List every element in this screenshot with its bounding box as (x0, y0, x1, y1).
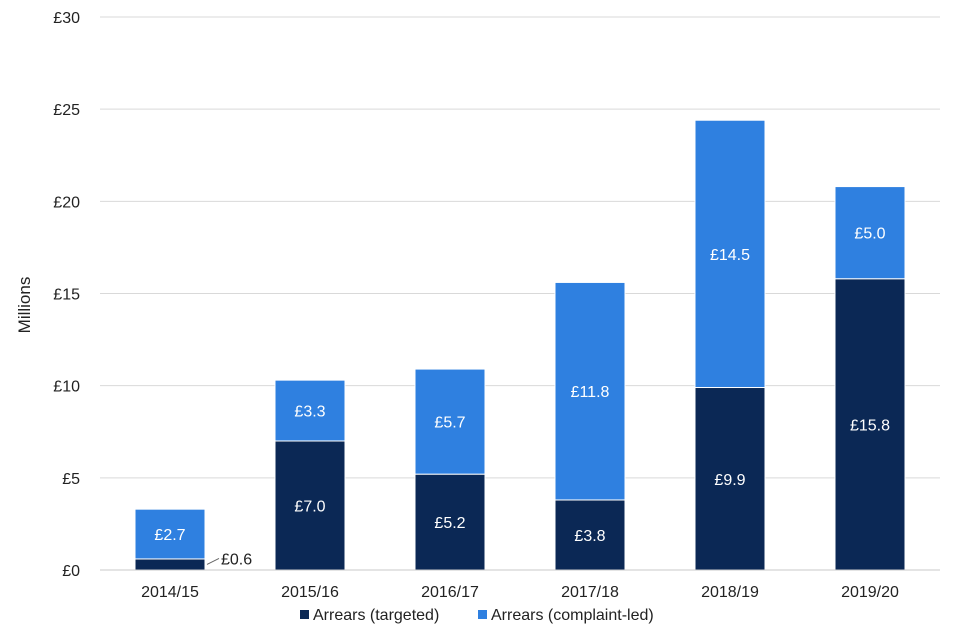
data-label: £3.3 (294, 404, 325, 421)
bar-targeted (694, 387, 766, 571)
data-label: £11.8 (571, 384, 610, 401)
bar-targeted (134, 558, 206, 571)
y-tick-label: £10 (53, 379, 80, 396)
legend[interactable]: Arrears (targeted) Arrears (complaint-led… (300, 607, 654, 624)
y-tick-label: £20 (53, 194, 80, 211)
legend-label: Arrears (complaint-led) (491, 607, 654, 624)
bar-targeted (554, 499, 626, 571)
bar-complaint-led (134, 508, 206, 560)
x-category-label: 2014/15 (141, 584, 199, 601)
data-label-leader (206, 558, 220, 565)
x-category-label: 2018/19 (701, 584, 759, 601)
y-tick-label: £5 (62, 471, 80, 488)
x-category-label: 2016/17 (421, 584, 479, 601)
bars (134, 119, 906, 571)
bar-complaint-led (834, 186, 906, 280)
legend-item[interactable]: Arrears (targeted) (300, 607, 439, 624)
data-label: £5.0 (854, 226, 885, 243)
data-label: £2.7 (154, 527, 185, 544)
x-axis-categories: 2014/15 2015/16 2016/17 2017/18 2018/19 2019/… (141, 584, 899, 601)
bar-targeted (274, 440, 346, 571)
x-category-label: 2015/16 (281, 584, 339, 601)
y-axis-title: Millions (15, 277, 34, 334)
y-tick-label: £15 (53, 287, 80, 304)
data-label: £7.0 (294, 498, 325, 515)
data-label: £14.5 (710, 247, 750, 264)
data-label: £5.2 (434, 515, 465, 532)
data-label: £0.6 (221, 551, 252, 568)
bar-complaint-led (694, 119, 766, 389)
bar-complaint-led (274, 379, 346, 442)
data-label: £15.8 (850, 417, 890, 434)
legend-item[interactable]: Arrears (complaint-led) (478, 607, 654, 624)
gridlines (100, 16, 940, 479)
y-axis-ticks: £0 £5 £10 £15 £20 £25 £30 (53, 10, 80, 580)
bar-targeted (834, 278, 906, 571)
legend-swatch (478, 610, 487, 619)
y-tick-label: £0 (62, 563, 80, 580)
legend-swatch (300, 610, 309, 619)
data-label: £9.9 (714, 472, 745, 489)
data-labels: £0.6 £2.7 £7.0 £3.3 £5.2 £5.7 £3.8 £11.8 £9.9 £14… (154, 226, 890, 569)
y-tick-label: £25 (53, 102, 80, 119)
bar-complaint-led (554, 281, 626, 501)
data-label: £3.8 (574, 528, 605, 545)
bar-complaint-led (414, 368, 486, 475)
data-label: £5.7 (434, 415, 465, 432)
x-category-label: 2019/20 (841, 584, 899, 601)
x-category-label: 2017/18 (561, 584, 619, 601)
y-tick-label: £30 (53, 10, 80, 27)
legend-label: Arrears (targeted) (313, 607, 439, 624)
